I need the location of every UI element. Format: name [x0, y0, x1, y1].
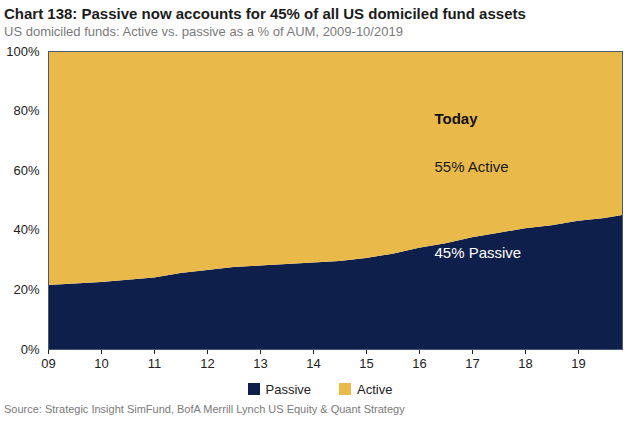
- svg-text:19: 19: [571, 356, 585, 371]
- svg-text:18: 18: [518, 356, 532, 371]
- svg-text:60%: 60%: [13, 163, 39, 178]
- svg-text:10: 10: [94, 356, 108, 371]
- svg-text:15: 15: [359, 356, 373, 371]
- svg-text:11: 11: [148, 356, 162, 371]
- svg-text:12: 12: [200, 356, 214, 371]
- svg-text:100%: 100%: [6, 44, 40, 59]
- svg-text:55% Active: 55% Active: [435, 158, 509, 175]
- html-text:Chart 138: Passive now account: Chart 138: Passive now accounts for 45% …: [4, 5, 526, 22]
- html-text:Source: Strategic Insight SimF: Source: Strategic Insight SimFund, BofA …: [4, 403, 405, 415]
- svg-text:45% Passive: 45% Passive: [435, 244, 522, 261]
- html-text:Passive: Passive: [265, 381, 312, 397]
- svg-text:40%: 40%: [13, 222, 39, 237]
- svg-text:14: 14: [306, 356, 320, 371]
- svg-text:20%: 20%: [13, 282, 39, 297]
- svg-text:13: 13: [253, 356, 267, 371]
- svg-text:16: 16: [412, 356, 426, 371]
- svg-text:80%: 80%: [13, 103, 39, 118]
- svg-text:0%: 0%: [21, 342, 40, 357]
- svg-text:09: 09: [41, 356, 55, 371]
- html-text:US domiciled funds: Active vs.: US domiciled funds: Active vs. passive a…: [4, 24, 403, 39]
- html-text:Active: Active: [357, 381, 393, 397]
- svg-text:17: 17: [465, 356, 479, 371]
- svg-text:Today: Today: [435, 110, 479, 127]
